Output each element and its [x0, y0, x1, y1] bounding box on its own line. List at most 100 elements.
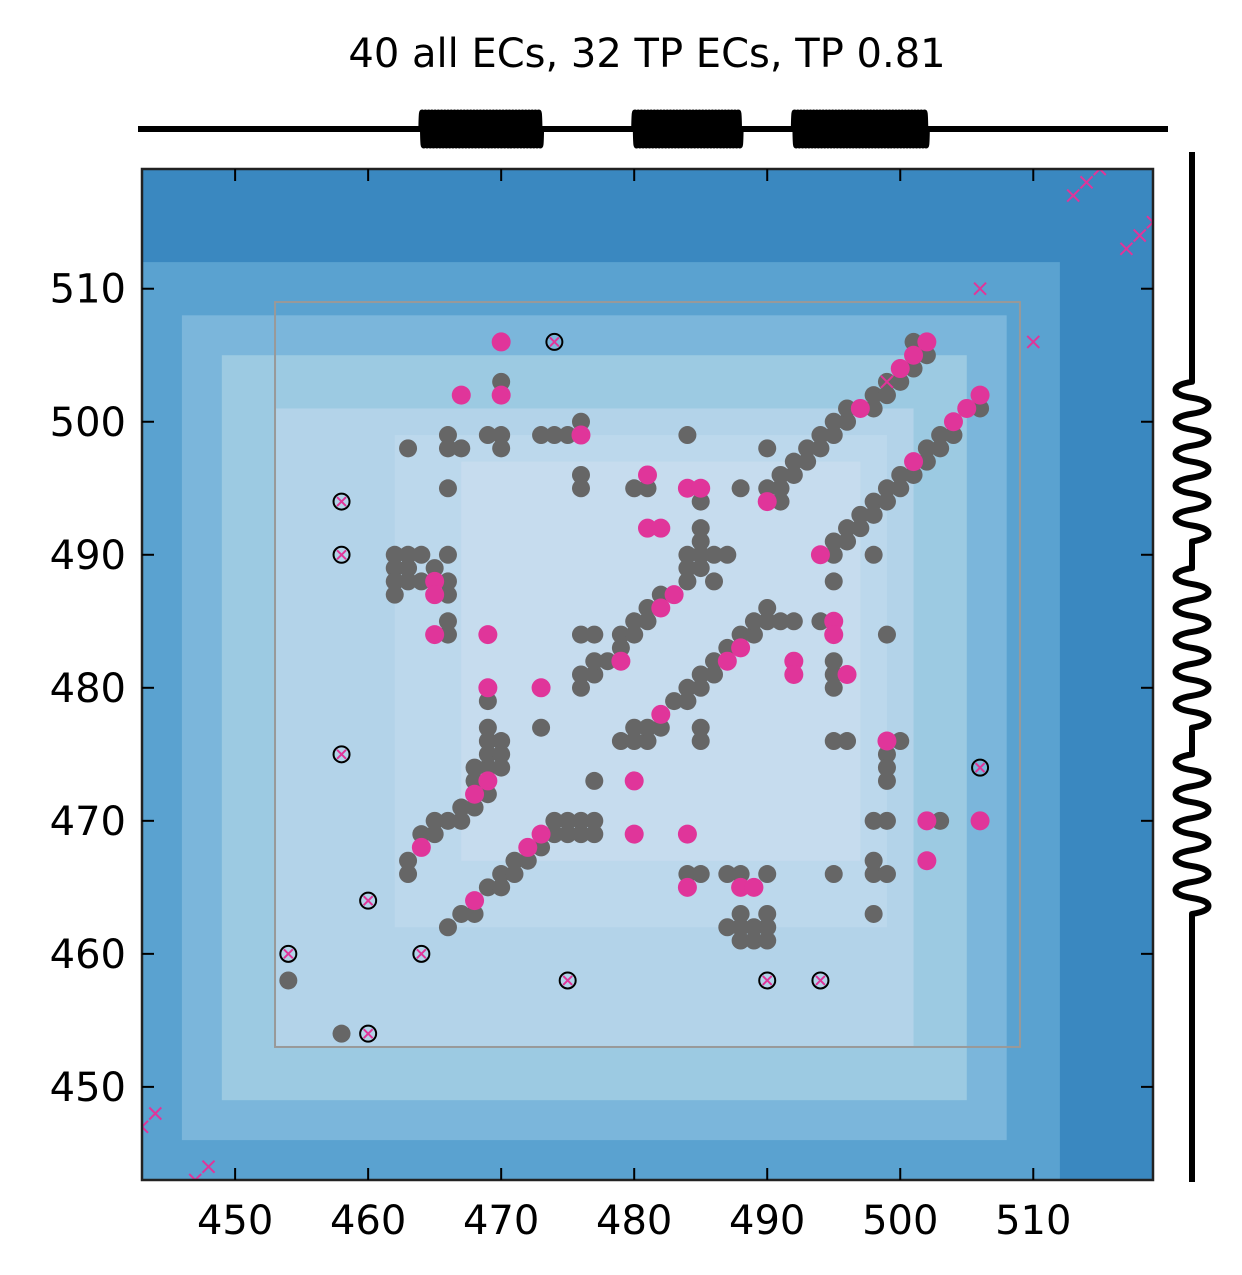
contact-point [465, 771, 484, 790]
contact-point [438, 625, 457, 644]
ec-point [677, 478, 697, 498]
contact-point [571, 479, 590, 498]
contact-point [931, 811, 950, 830]
ec-point [824, 625, 844, 645]
contact-point [758, 479, 777, 498]
contact-point [478, 758, 497, 777]
contact-point [691, 532, 710, 551]
ec-point [957, 398, 977, 418]
ec-point [571, 425, 591, 445]
contact-point [571, 678, 590, 697]
contact-point [279, 971, 298, 990]
ec-point [638, 465, 657, 485]
contact-point [571, 825, 590, 844]
contact-point [877, 758, 896, 777]
ec-point [784, 665, 804, 684]
contact-point [824, 572, 843, 591]
contact-point [731, 904, 750, 923]
contact-point [492, 745, 511, 764]
ec-point [877, 731, 897, 751]
contact-point [545, 426, 564, 445]
contact-point [904, 465, 923, 484]
contact-point [611, 625, 630, 644]
ec-point [677, 877, 697, 897]
contact-point [332, 1024, 351, 1043]
ec-point [531, 824, 551, 844]
contact-point [585, 625, 604, 644]
ec-point [491, 385, 511, 405]
contact-point [678, 572, 697, 591]
contact-point [877, 745, 896, 764]
contact-point [385, 585, 404, 604]
contact-point [438, 918, 457, 937]
contact-point [758, 904, 777, 923]
contact-point [691, 519, 710, 538]
contact-point [438, 612, 457, 631]
ec-point [904, 452, 924, 472]
false-positive-ec-point [412, 944, 431, 963]
contact-point [625, 625, 644, 644]
contact-point [638, 732, 657, 751]
contact-point [585, 652, 604, 671]
contact-point [438, 426, 457, 445]
ec-x-marker [188, 1173, 202, 1180]
contact-point [399, 545, 418, 564]
contact-point [691, 678, 710, 697]
contact-point [758, 918, 777, 937]
ec-point [478, 771, 498, 791]
ec-point [810, 545, 830, 565]
contact-point [877, 492, 896, 511]
contact-point [824, 412, 843, 431]
contact-point [492, 878, 511, 897]
contact-point [558, 811, 577, 830]
ec-x-marker [1093, 169, 1107, 176]
false-positive-ec-point [359, 1024, 378, 1043]
ec-point [917, 332, 937, 352]
contact-point [625, 612, 644, 631]
contact-point [784, 465, 803, 484]
contact-point [718, 918, 737, 937]
ec-point [531, 678, 551, 698]
contact-point [571, 665, 590, 684]
contact-point [492, 439, 511, 458]
contact-point [385, 572, 404, 591]
ec-point [744, 877, 764, 897]
contact-point [718, 638, 737, 657]
contact-point [412, 545, 431, 564]
contact-point [505, 865, 524, 884]
contact-point [744, 612, 763, 631]
contact-point [718, 865, 737, 884]
contact-point [731, 479, 750, 498]
contact-point [399, 851, 418, 870]
contact-point [385, 559, 404, 578]
contact-point [638, 479, 657, 498]
contact-point [438, 585, 457, 604]
contact-point [518, 851, 537, 870]
false-positive-ec-point [811, 971, 830, 990]
contact-point [904, 332, 923, 351]
y-tick-label: 500 [50, 400, 126, 446]
contact-point [971, 399, 990, 418]
plot-area-border [140, 167, 1155, 1182]
contact-point [838, 399, 857, 418]
contact-point [691, 865, 710, 884]
ec-point [731, 877, 751, 897]
contact-point [824, 426, 843, 445]
y-tick-label: 480 [50, 666, 126, 712]
contact-point [877, 811, 896, 830]
contact-point [585, 771, 604, 790]
contact-point [798, 452, 817, 471]
ec-x-marker [148, 1106, 163, 1121]
contact-point [545, 825, 564, 844]
contact-point [452, 811, 471, 830]
contact-point [438, 479, 457, 498]
contact-point [678, 426, 697, 445]
contact-point [864, 904, 883, 923]
contact-point [558, 426, 577, 445]
contact-point [478, 718, 497, 737]
contact-point [465, 904, 484, 923]
contact-point [824, 865, 843, 884]
contact-point [385, 545, 404, 564]
contact-point [864, 492, 883, 511]
contact-point [824, 652, 843, 671]
